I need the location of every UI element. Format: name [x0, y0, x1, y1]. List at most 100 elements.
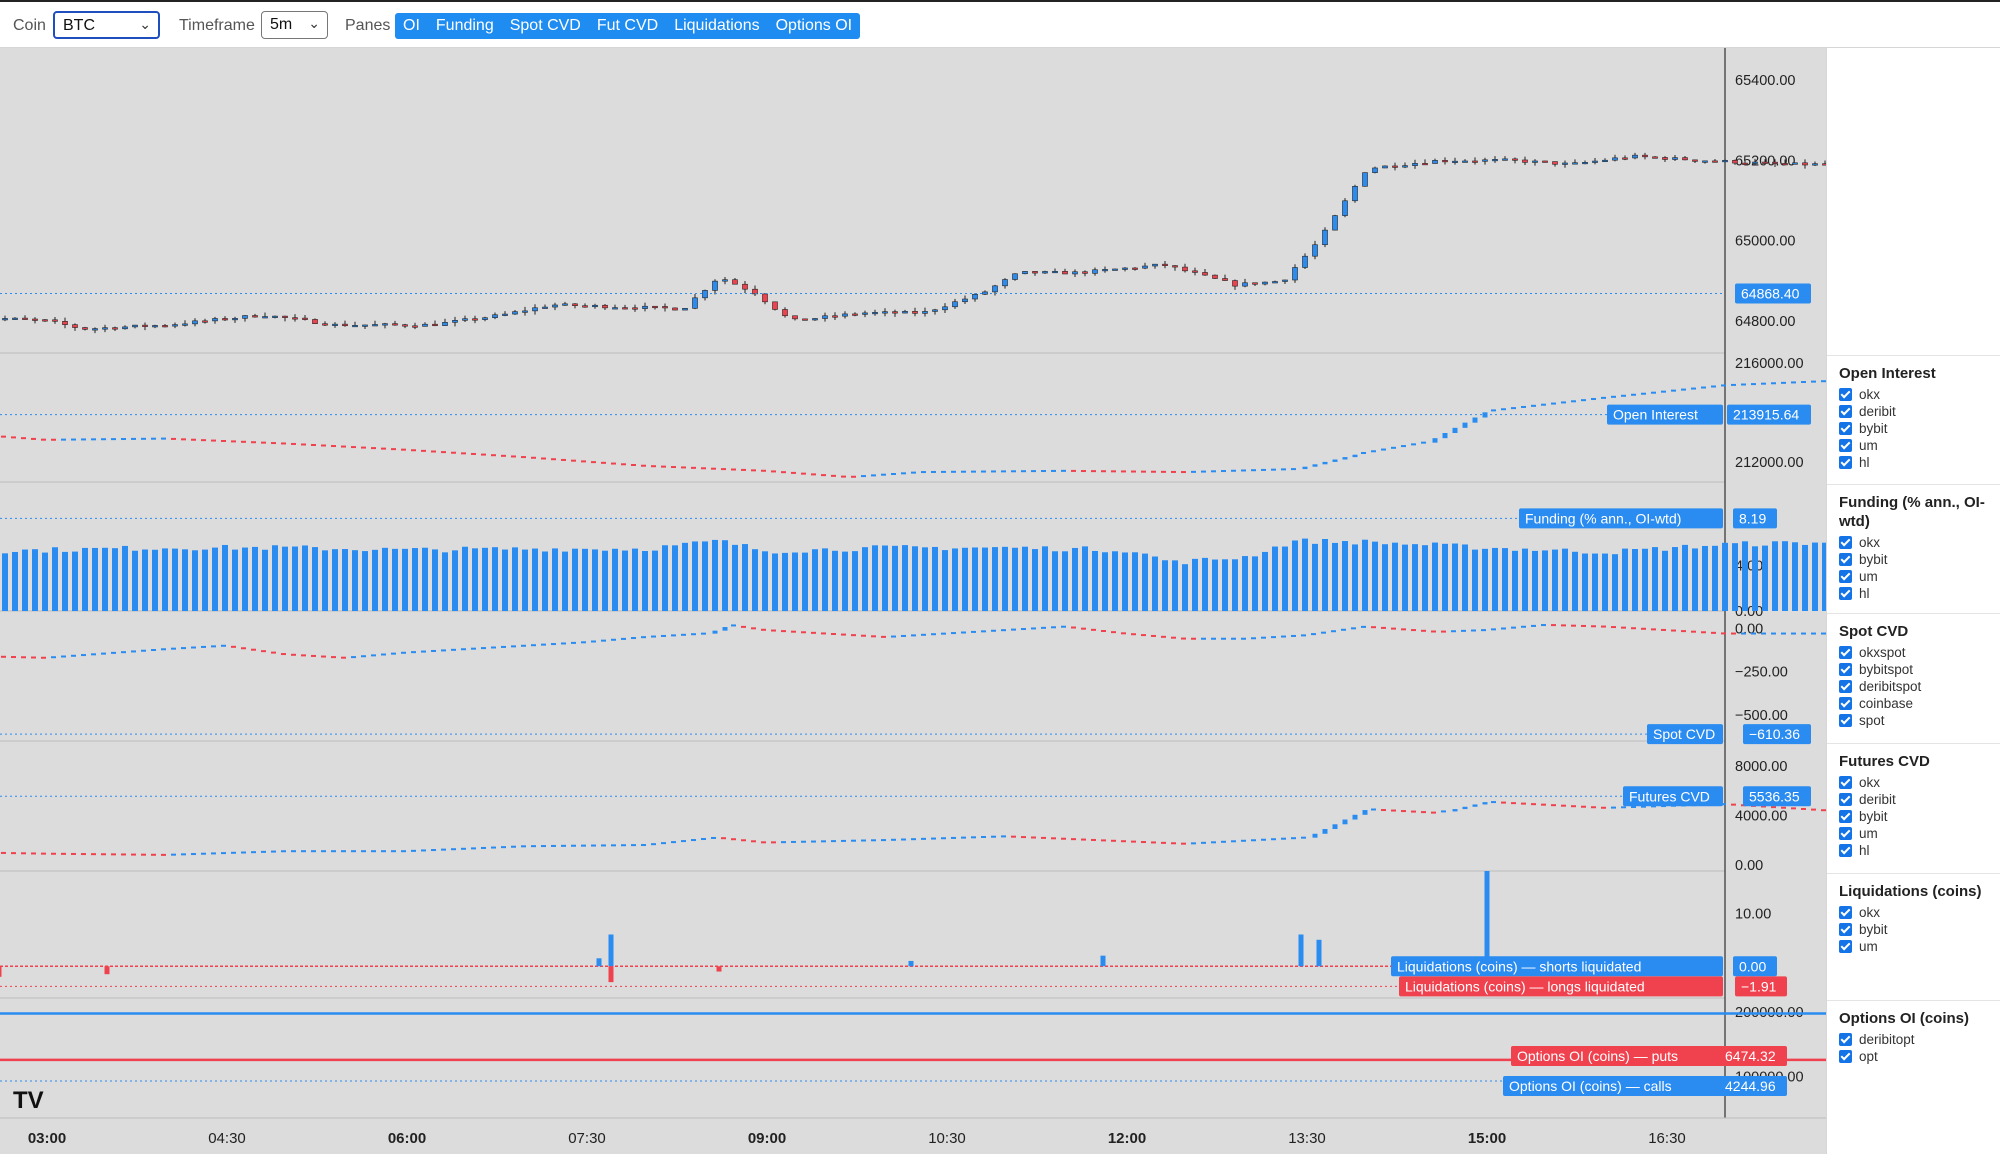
funding-bar [292, 546, 298, 611]
funding-bar [722, 540, 728, 611]
checkbox-checked-icon[interactable] [1839, 587, 1852, 600]
series-checkbox-coinbase[interactable]: coinbase [1839, 695, 1989, 712]
funding-bar [1072, 547, 1078, 611]
candle-body [1692, 159, 1698, 162]
checkbox-checked-icon[interactable] [1839, 714, 1852, 727]
funding-bar [1042, 546, 1048, 611]
series-checkbox-okx[interactable]: okx [1839, 534, 1989, 551]
checkbox-checked-icon[interactable] [1839, 388, 1852, 401]
candle-body [1562, 162, 1568, 165]
checkbox-checked-icon[interactable] [1839, 793, 1852, 806]
funding-bar [32, 549, 38, 611]
funding-bar [1092, 550, 1098, 611]
pane-toggle-oi[interactable]: OI [403, 17, 420, 34]
funding-bar [1352, 544, 1358, 611]
series-checkbox-bybit[interactable]: bybit [1839, 921, 1989, 938]
checkbox-checked-icon[interactable] [1839, 827, 1852, 840]
checkbox-checked-icon[interactable] [1839, 570, 1852, 583]
pane-toggle-fut-cvd[interactable]: Fut CVD [596, 17, 659, 34]
series-checkbox-deribitspot[interactable]: deribitspot [1839, 678, 1989, 695]
series-checkbox-bybit[interactable]: bybit [1839, 808, 1989, 825]
price-last-value-badge-bg [1735, 283, 1811, 304]
series-checkbox-bybitspot[interactable]: bybitspot [1839, 661, 1989, 678]
pane-toggle-spot-cvd[interactable]: Spot CVD [509, 17, 581, 34]
checkbox-checked-icon[interactable] [1839, 697, 1852, 710]
series-checkbox-hl[interactable]: hl [1839, 454, 1989, 471]
candle-body [962, 298, 968, 303]
checkbox-checked-icon[interactable] [1839, 680, 1852, 693]
checkbox-checked-icon[interactable] [1839, 439, 1852, 452]
checkbox-checked-icon[interactable] [1839, 923, 1852, 936]
coin-select[interactable]: BTC ⌄ [53, 11, 160, 39]
candle-body [1392, 165, 1398, 168]
checkbox-checked-icon[interactable] [1839, 646, 1852, 659]
candle-body [1592, 160, 1598, 163]
series-checkbox-bybit[interactable]: bybit [1839, 420, 1989, 437]
series-checkbox-okx[interactable]: okx [1839, 774, 1989, 791]
funding-bar [912, 546, 918, 611]
price-axis-tick: 4.00 [1735, 559, 1763, 575]
series-checkbox-um[interactable]: um [1839, 568, 1989, 585]
series-checkbox-um[interactable]: um [1839, 825, 1989, 842]
series-checkbox-okx[interactable]: okx [1839, 904, 1989, 921]
series-checkbox-bybit[interactable]: bybit [1839, 551, 1989, 568]
series-step [1432, 438, 1438, 443]
checkbox-checked-icon[interactable] [1839, 810, 1852, 823]
series-checkbox-um[interactable]: um [1839, 437, 1989, 454]
candle-body [1632, 154, 1638, 159]
series-checkbox-label: deribit [1859, 404, 1896, 419]
candle-body [362, 324, 368, 327]
series-step [1442, 433, 1448, 439]
checkbox-checked-icon[interactable] [1839, 405, 1852, 418]
checkbox-checked-icon[interactable] [1839, 553, 1852, 566]
checkbox-checked-icon[interactable] [1839, 456, 1852, 469]
checkbox-checked-icon[interactable] [1839, 940, 1852, 953]
candle-body [92, 328, 98, 331]
funding-bar [212, 547, 218, 611]
checkbox-checked-icon[interactable] [1839, 906, 1852, 919]
checkbox-checked-icon[interactable] [1839, 536, 1852, 549]
funding-bar [1812, 542, 1818, 611]
checkbox-checked-icon[interactable] [1839, 844, 1852, 857]
checkbox-checked-icon[interactable] [1839, 1050, 1852, 1063]
funding-bar [1782, 541, 1788, 611]
pane-toggle-liquidations[interactable]: Liquidations [674, 17, 760, 34]
checkbox-checked-icon[interactable] [1839, 776, 1852, 789]
series-checkbox-okx[interactable]: okx [1839, 386, 1989, 403]
candle-body [1102, 269, 1108, 272]
funding-bar [832, 550, 838, 611]
checkbox-checked-icon[interactable] [1839, 663, 1852, 676]
timeframe-select[interactable]: 5m ⌄ [261, 11, 328, 39]
longs-last-value-badge-bg [1735, 976, 1787, 997]
funding-bar [1262, 551, 1268, 611]
series-step [1452, 427, 1458, 434]
candle-body [912, 311, 918, 314]
series-checkbox-deribit[interactable]: deribit [1839, 791, 1989, 808]
funding-bar [1612, 554, 1618, 611]
series-checkbox-okxspot[interactable]: okxspot [1839, 644, 1989, 661]
series-checkbox-hl[interactable]: hl [1839, 842, 1989, 859]
series-checkbox-um[interactable]: um [1839, 938, 1989, 955]
checkbox-checked-icon[interactable] [1839, 1033, 1852, 1046]
checkbox-checked-icon[interactable] [1839, 422, 1852, 435]
shorts-liquidation-bar [596, 958, 602, 967]
series-checkbox-deribit[interactable]: deribit [1839, 403, 1989, 420]
pane-toggle-options-oi[interactable]: Options OI [775, 17, 853, 34]
series-checkbox-hl[interactable]: hl [1839, 585, 1989, 602]
price-axis-tick: 212000.00 [1735, 455, 1804, 471]
pane-toggle-funding[interactable]: Funding [435, 17, 494, 34]
chart-area[interactable]: 65400.00 65200.00 65000.00 64800.00 64868.40… [0, 48, 2000, 1154]
funding-bar [682, 542, 688, 611]
multi-pane-chart[interactable]: 65400.0065200.0065000.0064800.0064868.40… [0, 48, 2000, 1154]
funding-bar [1562, 548, 1568, 611]
series-checkbox-deribitopt[interactable]: deribitopt [1839, 1031, 1989, 1048]
candle-body [462, 318, 468, 321]
funding-bar [1202, 557, 1208, 611]
funding-bar [352, 550, 358, 611]
funding-bar [572, 548, 578, 611]
series-checkbox-spot[interactable]: spot [1839, 712, 1989, 729]
funding-bar [1012, 547, 1018, 611]
time-axis-label: 09:00 [748, 1130, 786, 1147]
series-checkbox-opt[interactable]: opt [1839, 1048, 1989, 1065]
shorts-liquidation-bar [1298, 934, 1304, 967]
